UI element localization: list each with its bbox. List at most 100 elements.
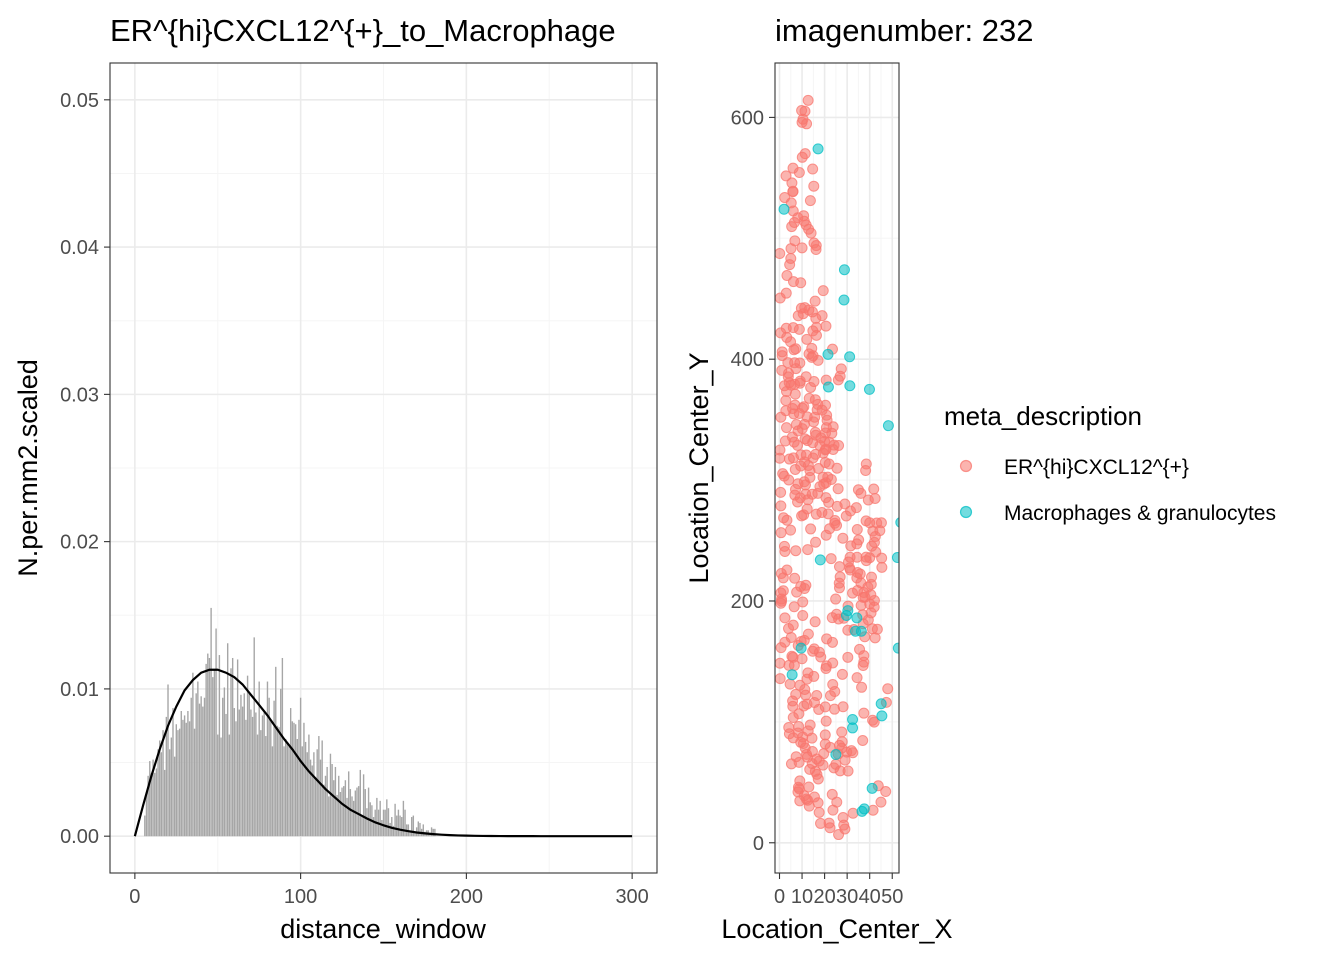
scatter-point-er-cell [837,532,849,544]
scatter-x-axis-title: Location_Center_X [721,914,952,944]
histogram-bar [349,789,352,837]
scatter-point-er-cell [780,170,792,182]
scatter-point-er-cell [830,593,842,605]
histogram-bar [285,738,287,837]
x-tick-label: 0 [774,886,785,908]
scatter-point-er-cell [817,759,829,771]
scatter-point-er-cell [775,527,787,539]
x-tick-label: 20 [813,886,835,908]
histogram-bar [273,700,275,837]
scatter-point-er-cell [802,94,814,106]
histogram-bar [379,800,381,837]
scatter-point-macrophage [891,551,899,563]
scatter-point-er-cell [856,681,868,693]
histogram-bar [238,709,240,837]
scatter-point-er-cell [796,151,808,163]
scatter-point-er-cell [798,700,810,712]
histogram-bar [404,809,406,837]
scatter-point-macrophage [822,381,834,393]
scatter-point-er-cell [847,807,859,819]
x-tick-label: 30 [836,886,858,908]
scatter-point-er-cell [805,381,817,393]
scatter-point-er-cell [796,116,808,128]
histogram-bar [162,730,164,837]
scatter-x-axis: 0 10 20 30 40 50 [774,873,903,908]
histogram-bar [154,772,156,837]
scatter-point-er-cell [775,642,787,654]
histogram-bar [183,715,186,837]
scatter-point-er-cell [796,242,808,254]
scatter-point-macrophage [863,383,875,395]
histogram-bar [240,694,242,837]
histogram-gridlines [110,63,657,873]
histogram-bar [386,799,388,837]
histogram-bar [258,681,260,837]
scatter-title: imagenumber: 232 [775,13,1034,48]
histogram-bar [286,743,289,837]
scatter-point-er-cell [808,180,820,192]
histogram-bar [225,713,227,837]
histogram-bar [226,643,229,837]
scatter-point-er-cell [820,715,832,727]
y-tick-label: 0.05 [60,90,99,112]
y-tick-label: 400 [731,349,764,371]
scatter-point-er-cell [869,632,881,644]
histogram-bar [202,706,204,837]
histogram-bar [283,746,285,837]
histogram-bar [190,697,192,837]
scatter-point-er-cell [840,510,852,522]
histogram-bar [343,786,345,837]
histogram-bar [223,687,226,837]
scatter-point-er-cell [882,683,894,695]
scatter-point-er-cell [820,320,832,332]
histogram-bar [231,657,234,837]
y-tick-label: 0.04 [60,237,99,259]
scatter-point-er-cell [810,244,822,256]
scatter-point-er-cell [826,427,838,439]
scatter-point-er-cell [805,227,817,239]
histogram-bar [362,774,365,837]
histogram-bar [339,792,342,837]
histogram-bar [313,752,315,837]
scatter-y-axis-title: Location_Center_Y [684,352,714,583]
histogram-bar [296,738,299,837]
histogram-bar [389,822,391,837]
scatter-point-macrophage [876,710,888,722]
histogram-bar [278,727,280,837]
density-curve [133,668,633,838]
histogram-bar [228,734,231,837]
scatter-point-er-cell [775,292,786,304]
scatter-point-macrophage [856,805,868,817]
histogram-bar [197,681,199,837]
legend-key-macrophages [959,505,973,519]
scatter-point-er-cell [857,734,869,746]
scatter-point-er-cell [775,411,787,423]
histogram-bar [236,659,239,837]
histogram-bar [367,787,370,837]
scatter-point-macrophage [840,609,852,621]
histogram-bar [281,657,284,837]
scatter-point-er-cell [858,707,870,719]
histogram-bar [235,721,237,837]
y-tick-label: 0.02 [60,532,99,554]
scatter-point-er-cell [775,597,787,609]
histogram-bar [210,607,212,837]
histogram-bar [311,765,313,837]
histogram-bar [218,655,221,837]
scatter-point-macrophage [882,420,894,432]
x-tick-label: 0 [129,886,140,908]
histogram-bar [256,734,259,837]
histogram-bar [260,730,262,837]
scatter-point-er-cell [808,416,820,428]
scatter-point-macrophage [830,749,842,761]
histogram-bar [336,794,338,837]
scatter-point-er-cell [813,703,825,715]
scatter-point-er-cell [824,741,836,753]
legend: meta_description ER^{hi}CXCL12^{+} Macro… [944,401,1276,525]
histogram-bar [306,752,308,837]
histogram-bar [394,803,396,837]
scatter-point-er-cell [779,546,791,558]
scatter-point-er-cell [786,221,798,233]
scatter-point-er-cell [802,494,814,506]
histogram-bar [382,809,385,837]
